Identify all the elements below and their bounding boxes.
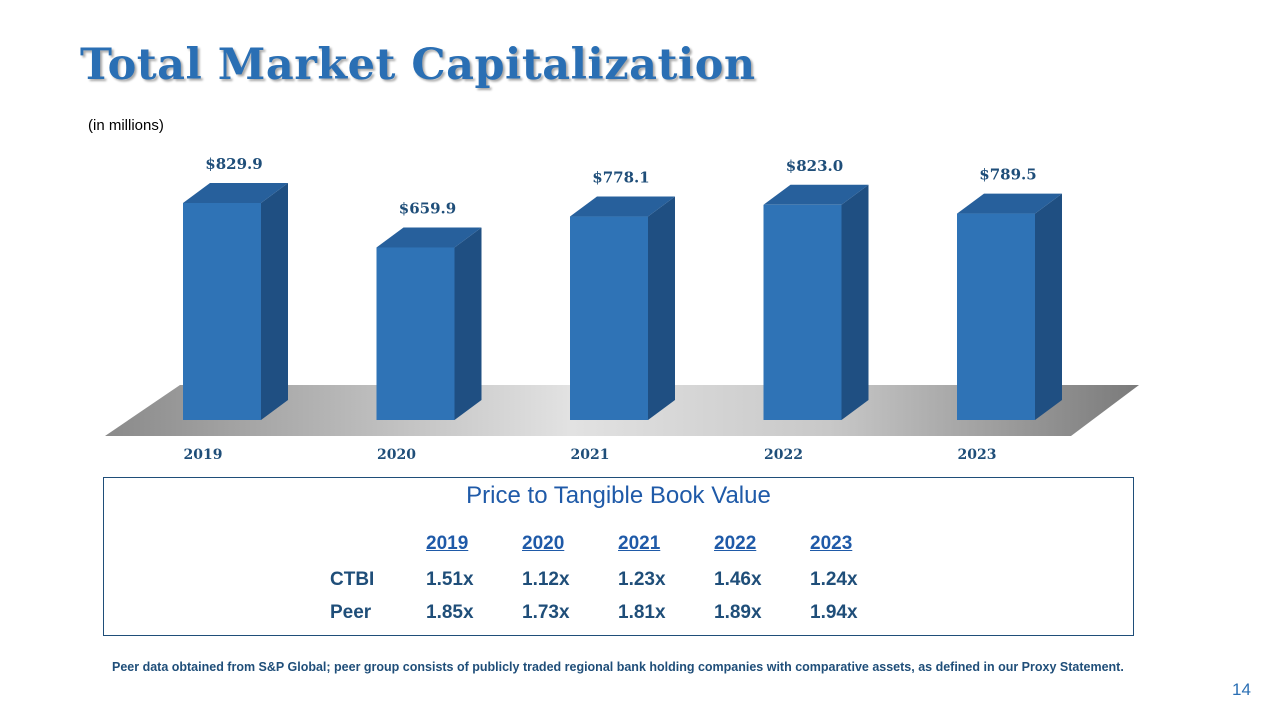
page-title: Total Market Capitalization <box>80 40 756 90</box>
bar-value-label: $823.0 <box>786 157 843 175</box>
bar-value-label: $778.1 <box>592 169 649 187</box>
bar-top <box>763 184 869 205</box>
market-cap-chart: $829.9 2019 $659.9 2020 $778.1 2021 $823.0 2022… <box>105 155 1139 463</box>
bar-value-label: $789.5 <box>979 166 1036 184</box>
table-cell: 1.73x <box>522 602 570 623</box>
column-header: 2019 <box>426 533 469 554</box>
bar-side <box>261 183 288 420</box>
column-header: 2023 <box>810 533 853 554</box>
table-cell: 1.46x <box>714 569 762 590</box>
bar-top <box>376 227 482 248</box>
column-header: 2020 <box>522 533 565 554</box>
row-label: CTBI <box>330 569 375 590</box>
table-cell: 1.24x <box>810 569 858 590</box>
units-note: (in millions) <box>88 117 164 134</box>
bar-side <box>841 184 869 420</box>
bar-top <box>570 196 675 217</box>
table-cell: 1.23x <box>618 569 666 590</box>
table-cell: 1.85x <box>426 602 474 623</box>
x-tick-label: 2022 <box>764 447 803 463</box>
bar <box>763 204 842 420</box>
bar <box>570 216 648 420</box>
bar-top <box>183 183 288 203</box>
table-cell: 1.89x <box>714 602 762 623</box>
x-tick-label: 2019 <box>184 447 223 463</box>
x-tick-label: 2023 <box>958 447 997 463</box>
column-header: 2021 <box>618 533 661 554</box>
bar-side <box>648 196 675 420</box>
page-number: 14 <box>1232 680 1251 699</box>
table-title: Price to Tangible Book Value <box>466 482 771 509</box>
ptbv-table: Price to Tangible Book Value 2019 2020 2… <box>103 477 1134 636</box>
bar-value-label: $659.9 <box>399 199 456 217</box>
table-cell: 1.81x <box>618 602 666 623</box>
column-header: 2022 <box>714 533 757 554</box>
footnote: Peer data obtained from S&P Global; peer… <box>112 660 1124 674</box>
x-tick-label: 2020 <box>377 447 416 463</box>
x-tick-label: 2021 <box>571 447 610 463</box>
table-cell: 1.94x <box>810 602 858 623</box>
table-cell: 1.12x <box>522 569 570 590</box>
bar-side <box>454 227 482 420</box>
table-cell: 1.51x <box>426 569 474 590</box>
bar <box>957 213 1035 420</box>
row-label: Peer <box>330 602 372 623</box>
bar-value-label: $829.9 <box>205 155 262 173</box>
bar-side <box>1035 193 1062 420</box>
bar-top <box>957 193 1062 214</box>
bar <box>183 203 261 420</box>
bar <box>376 247 455 420</box>
